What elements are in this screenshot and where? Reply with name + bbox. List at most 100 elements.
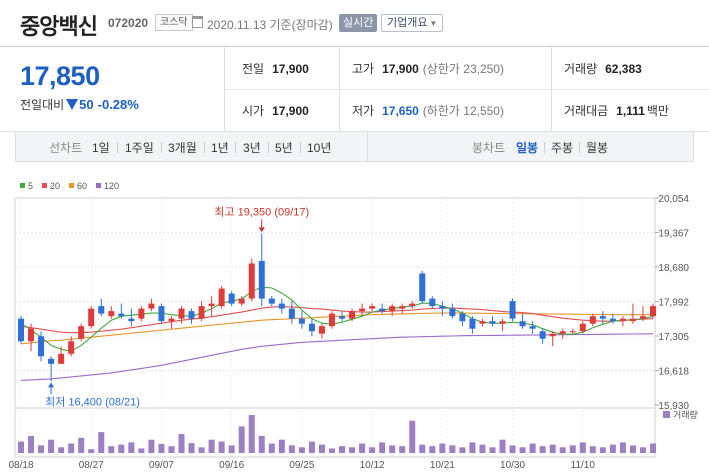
volume-bar bbox=[68, 443, 75, 453]
x-tick-label: 10/30 bbox=[500, 460, 525, 471]
candle-body bbox=[439, 306, 446, 309]
candle-body bbox=[258, 260, 265, 299]
market-badge: 코스닥 bbox=[155, 14, 193, 31]
candle-body bbox=[17, 318, 25, 342]
candle-body bbox=[579, 323, 586, 332]
volume-bar bbox=[168, 446, 175, 453]
quote-low-label: 저가 bbox=[352, 104, 375, 118]
volume-bar bbox=[509, 445, 516, 453]
volume-bar bbox=[399, 446, 406, 453]
candle-body bbox=[639, 316, 646, 319]
volume-bar bbox=[48, 439, 55, 453]
volume-bar bbox=[349, 447, 356, 453]
quote-volume-value: 62,383 bbox=[605, 62, 642, 76]
volume-bar bbox=[529, 443, 536, 453]
candle-body bbox=[389, 306, 396, 312]
divider bbox=[367, 132, 368, 161]
candle-body bbox=[559, 331, 566, 334]
quote-amount: 거래대금 1,111 백만 bbox=[564, 102, 669, 119]
change-value: 50 bbox=[79, 97, 94, 112]
quote-prev: 전일 17,900 bbox=[242, 60, 309, 77]
volume-bar bbox=[459, 447, 466, 453]
upper-limit-label: (상한가 bbox=[422, 62, 460, 76]
y-tick-label: 19,367 bbox=[658, 228, 689, 239]
volume-bar bbox=[499, 439, 506, 453]
x-tick-label: 09/16 bbox=[219, 460, 244, 471]
candle-body bbox=[138, 308, 145, 319]
candle-body bbox=[339, 316, 346, 319]
down-triangle-icon bbox=[66, 99, 79, 110]
volume-bar bbox=[118, 444, 125, 453]
period-10y-button[interactable]: 10년 bbox=[307, 141, 332, 155]
volume-bar bbox=[549, 444, 556, 453]
candle-body bbox=[228, 293, 235, 304]
realtime-button[interactable]: 실시간 bbox=[339, 14, 378, 32]
volume-bar bbox=[268, 443, 275, 453]
candle-body bbox=[589, 316, 596, 324]
candle-body bbox=[599, 316, 606, 319]
volume-bar bbox=[198, 447, 205, 453]
period-1y-button[interactable]: 1년 bbox=[211, 141, 229, 155]
candle-body bbox=[349, 311, 356, 319]
volume-bar bbox=[298, 447, 305, 453]
quote-low-value: 17,650 bbox=[382, 104, 419, 118]
period-monthly-button[interactable]: 월봉 bbox=[586, 141, 609, 155]
volume-bar bbox=[589, 446, 596, 453]
high-annotation: 최고 19,350 (09/17) bbox=[214, 205, 309, 218]
divider bbox=[117, 142, 118, 153]
company-info-dropdown[interactable]: 기업개요 ▼ bbox=[381, 14, 444, 32]
volume-bar bbox=[98, 432, 105, 453]
volume-bar bbox=[479, 444, 486, 453]
y-tick-label: 17,305 bbox=[658, 332, 689, 343]
candle-body bbox=[328, 313, 335, 327]
candle-body bbox=[649, 306, 657, 317]
legend-label-60: 60 bbox=[77, 181, 87, 191]
current-price-box: 17,850 전일대비 50 -0.28% bbox=[0, 47, 225, 131]
quote-volume-label: 거래량 bbox=[564, 62, 598, 76]
low-arrow-head bbox=[48, 382, 55, 388]
divider bbox=[161, 142, 162, 153]
volume-bar bbox=[308, 441, 315, 453]
candle-body bbox=[509, 301, 516, 319]
volume-bar bbox=[238, 426, 245, 453]
period-weekly-button[interactable]: 주봉 bbox=[551, 141, 574, 155]
volume-bar bbox=[318, 444, 325, 453]
candle-body bbox=[28, 328, 35, 342]
stock-name: 중앙백신 bbox=[20, 14, 98, 39]
quote-open-value: 17,900 bbox=[272, 104, 309, 118]
volume-bar bbox=[218, 441, 225, 453]
volume-bar bbox=[38, 445, 45, 453]
candle-body bbox=[539, 331, 546, 339]
candle-chart-label: 봉차트 bbox=[472, 141, 506, 155]
period-1d-button[interactable]: 1일 bbox=[92, 141, 110, 155]
y-tick-label: 20,054 bbox=[658, 194, 689, 205]
candle-body bbox=[198, 306, 205, 319]
price-panel: 17,850 전일대비 50 -0.28% 전일 17,900 고가 17,900 (상한… bbox=[0, 46, 709, 132]
stock-code: 072020 bbox=[108, 16, 149, 30]
period-3y-button[interactable]: 3년 bbox=[243, 141, 261, 155]
candle-body bbox=[569, 331, 576, 333]
legend-swatch-5 bbox=[20, 183, 25, 188]
volume-bar bbox=[419, 444, 426, 453]
volume-bar bbox=[639, 447, 646, 453]
volume-bar bbox=[178, 434, 185, 453]
quote-high-value: 17,900 bbox=[382, 62, 419, 76]
quote-amount-value: 1,111 bbox=[616, 104, 645, 118]
volume-bar bbox=[489, 447, 496, 453]
period-5y-button[interactable]: 5년 bbox=[275, 141, 293, 155]
volume-bar bbox=[258, 435, 265, 453]
candle-body bbox=[369, 306, 376, 309]
volume-bar bbox=[519, 447, 526, 453]
candle-body bbox=[459, 313, 466, 322]
period-1w-button[interactable]: 1주일 bbox=[125, 141, 154, 155]
period-3m-button[interactable]: 3개월 bbox=[168, 141, 197, 155]
quote-date-value: 2020.11.13 bbox=[207, 18, 267, 32]
period-daily-button[interactable]: 일봉 bbox=[516, 141, 539, 155]
divider bbox=[579, 142, 580, 153]
candle-body bbox=[308, 323, 315, 332]
volume-bar bbox=[339, 446, 346, 453]
candle-body bbox=[429, 298, 436, 307]
volume-bar bbox=[609, 444, 616, 453]
candle-body bbox=[479, 321, 486, 324]
divider bbox=[235, 142, 236, 153]
